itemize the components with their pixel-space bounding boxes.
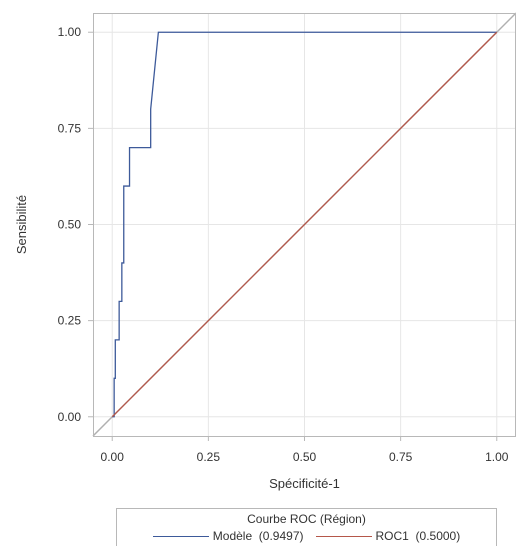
y-axis-ticks: 0.00 0.25 0.50 0.75 1.00: [58, 25, 93, 424]
series-line-roc1: [111, 31, 498, 418]
x-tick-label: 0.50: [293, 450, 317, 464]
series-line-model: [112, 31, 497, 418]
legend-entries: Modèle (0.9497) ROC1 (0.5000): [117, 529, 496, 543]
legend-title: Courbe ROC (Région): [247, 512, 366, 526]
legend-swatch-roc1: [315, 535, 372, 537]
x-tick-label: 1.00: [485, 450, 509, 464]
x-axis-ticks: 0.00 0.25 0.50 0.75 1.00: [101, 436, 509, 464]
y-tick-label: 0.50: [58, 218, 82, 232]
y-tick-label: 0.75: [58, 121, 82, 135]
x-tick-label: 0.25: [197, 450, 221, 464]
legend-label-model: Modèle (0.9497): [212, 529, 304, 543]
y-axis-title: Sensibilité: [14, 195, 29, 254]
legend-label-roc1: ROC1 (0.5000): [375, 529, 461, 543]
legend-item-roc1: ROC1 (0.5000): [315, 529, 461, 543]
y-tick-label: 0.25: [58, 314, 82, 328]
legend-item-model: Modèle (0.9497): [152, 529, 304, 543]
x-axis-title: Spécificité-1: [269, 476, 340, 491]
y-tick-label: 0.00: [58, 410, 82, 424]
y-tick-label: 1.00: [58, 25, 82, 39]
x-tick-label: 0.75: [389, 450, 413, 464]
legend-swatch-model: [152, 535, 209, 537]
series-lines: [111, 31, 498, 418]
x-tick-label: 0.00: [101, 450, 125, 464]
legend: Courbe ROC (Région) Modèle (0.9497) ROC1…: [116, 508, 497, 546]
